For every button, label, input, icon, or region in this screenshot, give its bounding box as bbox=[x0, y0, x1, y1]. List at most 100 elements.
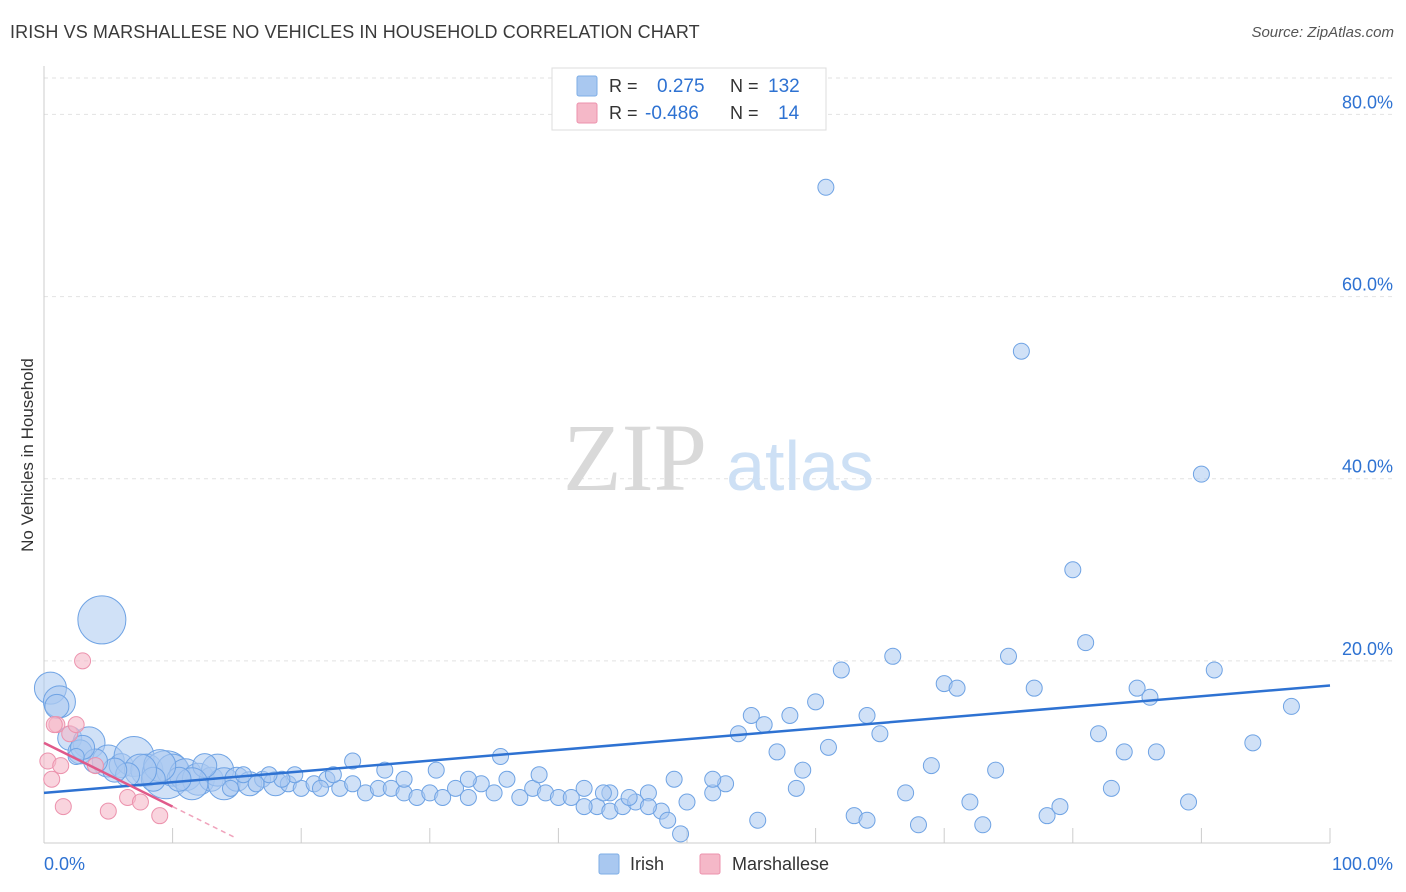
irish-point bbox=[311, 779, 329, 797]
irish-point bbox=[594, 784, 612, 802]
marshallese-point bbox=[99, 802, 117, 820]
irish-point bbox=[672, 825, 690, 843]
irish-point bbox=[1025, 679, 1043, 697]
irish-point bbox=[1012, 342, 1030, 360]
legend-n-value: 14 bbox=[778, 103, 800, 124]
trend-lines bbox=[43, 684, 1331, 840]
irish-point bbox=[659, 811, 677, 829]
irish-point bbox=[575, 798, 593, 816]
y-tick-label: 60.0% bbox=[1342, 275, 1393, 295]
irish-point bbox=[639, 798, 657, 816]
y-tick-label: 40.0% bbox=[1342, 457, 1393, 477]
legend-n-label: N = bbox=[730, 103, 759, 123]
irish-point bbox=[44, 693, 70, 719]
irish-point bbox=[871, 725, 889, 743]
irish-point bbox=[884, 647, 902, 665]
irish-point bbox=[1102, 779, 1120, 797]
y-tick-labels: 20.0% 40.0% 60.0% 80.0% bbox=[1342, 92, 1393, 658]
irish-point bbox=[817, 178, 835, 196]
legend-r-value: -0.486 bbox=[645, 103, 699, 124]
irish-point bbox=[665, 770, 683, 788]
legend-r-label: R = bbox=[609, 76, 638, 96]
y-tick-label: 20.0% bbox=[1342, 639, 1393, 659]
irish-point bbox=[781, 707, 799, 724]
irish-point bbox=[485, 784, 503, 802]
irish-point bbox=[807, 693, 825, 711]
irish-point bbox=[530, 766, 548, 784]
legend-swatch-marshallese bbox=[576, 102, 598, 124]
irish-point bbox=[1051, 798, 1069, 816]
irish-point bbox=[768, 743, 786, 761]
marshallese-point bbox=[52, 757, 70, 775]
irish-point bbox=[1115, 743, 1133, 761]
irish-point bbox=[511, 788, 529, 806]
x-tick-label: 0.0% bbox=[44, 854, 85, 874]
irish-point bbox=[1180, 793, 1198, 811]
watermark-zip: ZIP bbox=[563, 404, 707, 511]
irish-point bbox=[948, 679, 966, 697]
irish-point bbox=[221, 779, 239, 797]
irish-point bbox=[922, 757, 940, 775]
legend-r-value: 0.275 bbox=[657, 76, 705, 97]
irish-point bbox=[749, 811, 767, 829]
irish-point bbox=[1064, 561, 1082, 579]
irish-point bbox=[832, 661, 850, 679]
chart-title: IRISH VS MARSHALLESE NO VEHICLES IN HOUS… bbox=[10, 22, 700, 42]
irish-point bbox=[77, 595, 127, 645]
watermark-atlas: atlas bbox=[726, 427, 874, 505]
irish-point bbox=[459, 788, 477, 806]
x-tick-labels: 0.0% 100.0% bbox=[44, 854, 1393, 874]
irish-point bbox=[427, 761, 445, 779]
watermark: ZIP atlas bbox=[563, 404, 874, 511]
irish-point bbox=[974, 816, 992, 834]
marshallese-point bbox=[131, 793, 149, 811]
irish-point bbox=[704, 770, 722, 788]
gridlines bbox=[44, 77, 1392, 662]
irish-point bbox=[742, 707, 760, 724]
irish-point bbox=[678, 793, 696, 811]
irish-point bbox=[987, 761, 1005, 779]
x-axis bbox=[43, 66, 1331, 844]
irish-point bbox=[1282, 697, 1300, 715]
bottom-legend-swatch-irish bbox=[598, 853, 620, 875]
marshallese-trend-line bbox=[43, 741, 174, 808]
irish-point bbox=[344, 752, 362, 770]
legend-box: R = 0.275 N = 132 R = -0.486 N = 14 bbox=[551, 67, 827, 131]
marshallese-point bbox=[45, 716, 63, 734]
irish-point bbox=[1077, 634, 1095, 652]
irish-point bbox=[620, 788, 638, 806]
irish-point bbox=[1141, 688, 1159, 706]
marshallese-trend-extension bbox=[172, 805, 238, 840]
irish-point bbox=[447, 779, 465, 797]
irish-trend-line bbox=[43, 684, 1331, 795]
irish-point bbox=[858, 811, 876, 829]
legend-n-label: N = bbox=[730, 76, 759, 96]
irish-point bbox=[575, 779, 593, 797]
x-tick-label: 100.0% bbox=[1332, 854, 1393, 874]
irish-point bbox=[344, 775, 362, 793]
irish-point bbox=[858, 707, 876, 724]
irish-point bbox=[1128, 679, 1146, 697]
legend-swatch-irish bbox=[576, 75, 598, 97]
irish-point bbox=[1147, 743, 1165, 761]
marshallese-point bbox=[43, 770, 61, 788]
legend-n-value: 132 bbox=[768, 76, 800, 97]
irish-point bbox=[1038, 807, 1056, 825]
marshallese-point bbox=[54, 798, 72, 816]
irish-point bbox=[909, 816, 927, 834]
irish-point bbox=[434, 788, 452, 806]
marshallese-point bbox=[151, 807, 169, 825]
irish-point bbox=[897, 784, 915, 802]
irish-point bbox=[755, 716, 773, 734]
marshallese-points bbox=[39, 652, 169, 825]
irish-point bbox=[324, 766, 342, 784]
irish-point bbox=[1244, 734, 1262, 752]
irish-point bbox=[1205, 661, 1223, 679]
irish-point bbox=[1000, 647, 1017, 665]
irish-point bbox=[961, 793, 979, 811]
irish-point bbox=[498, 770, 516, 788]
irish-point bbox=[459, 770, 477, 788]
irish-points bbox=[33, 178, 1300, 843]
irish-point bbox=[819, 738, 837, 756]
